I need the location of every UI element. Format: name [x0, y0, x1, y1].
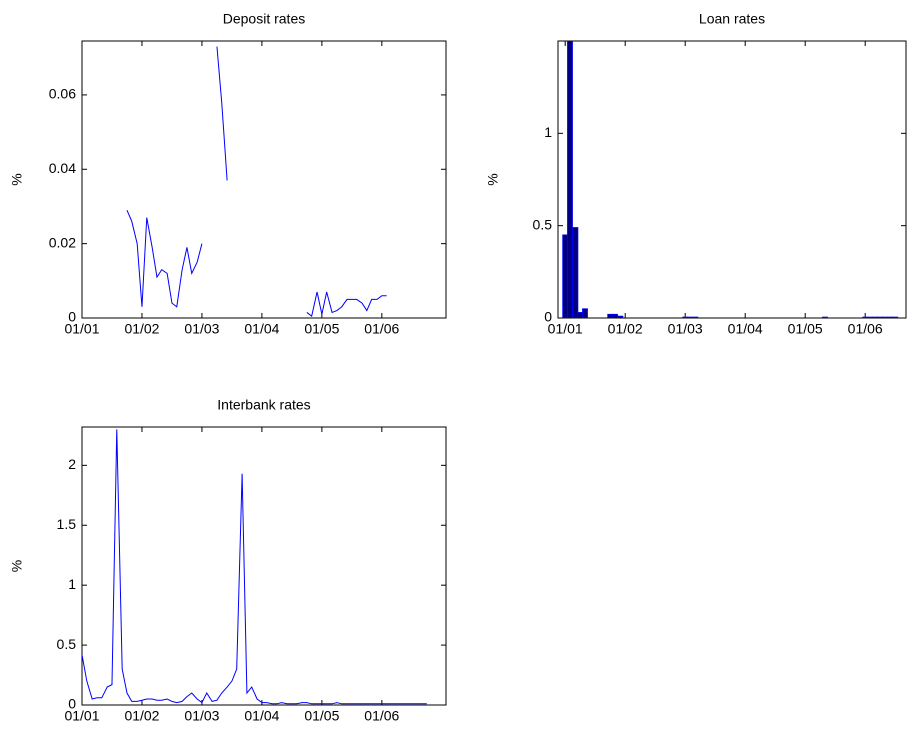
x-tick-label: 01/05	[788, 321, 823, 337]
bar	[607, 313, 614, 318]
x-tick-label: 01/06	[364, 708, 399, 724]
y-tick-label: 0	[68, 696, 76, 712]
plot-area	[557, 40, 907, 319]
bar	[617, 315, 624, 318]
plot-content	[562, 41, 899, 318]
subplot: Interbank rates% 0 0.5 1 1.5 2 01/01 01/02 01/03…	[9, 397, 447, 724]
bar	[572, 227, 579, 318]
x-tick-label: 01/02	[124, 708, 159, 724]
plot-area	[81, 426, 447, 706]
bar	[822, 316, 828, 318]
bar	[612, 313, 618, 318]
bar	[872, 316, 879, 318]
bar	[877, 316, 884, 318]
x-tick-label: 01/05	[304, 321, 339, 337]
y-axis-label: %	[9, 173, 25, 185]
plot-area	[81, 40, 447, 319]
x-tick-label: 01/06	[364, 321, 399, 337]
data-line	[82, 429, 427, 705]
bar	[882, 316, 888, 318]
y-tick-label: 0.02	[49, 234, 76, 250]
y-tick-label: 0	[68, 309, 76, 325]
subplot: Loan rates% 0 0.5 1 01/01 01/02 01/03 01/04 01/0…	[485, 11, 907, 337]
y-tick-label: 0	[544, 309, 552, 325]
bar	[692, 316, 699, 318]
data-line	[126, 46, 387, 318]
bar	[682, 316, 689, 318]
x-tick-label: 01/03	[668, 321, 703, 337]
bar	[867, 316, 873, 318]
bar	[862, 316, 869, 318]
y-tick-label: 0.5	[57, 636, 77, 652]
bar	[582, 308, 588, 318]
bar	[562, 234, 569, 318]
x-tick-label: 01/06	[848, 321, 883, 337]
chart-title: Deposit rates	[223, 11, 305, 27]
y-tick-label: 2	[68, 456, 76, 472]
x-tick-label: 01/03	[184, 321, 219, 337]
y-tick-label: 1	[68, 576, 76, 592]
x-tick-label: 01/02	[608, 321, 643, 337]
subplot: Deposit rates% 0 0.02 0.04 0.06 01/01 01/02 01/…	[9, 11, 447, 337]
bar	[687, 316, 693, 318]
plot-content	[82, 429, 427, 705]
y-tick-label: 1.5	[57, 516, 77, 532]
x-tick-label: 01/04	[244, 321, 279, 337]
bar	[892, 316, 899, 318]
y-tick-label: 1	[544, 124, 552, 140]
y-tick-label: 0.04	[49, 160, 76, 176]
y-axis-label: %	[485, 173, 501, 185]
chart-title: Loan rates	[699, 11, 765, 27]
x-tick-label: 01/05	[304, 708, 339, 724]
bar	[577, 312, 584, 318]
y-axis-label: %	[9, 560, 25, 572]
chart-title: Interbank rates	[217, 397, 310, 413]
x-tick-label: 01/03	[184, 708, 219, 724]
x-tick-label: 01/04	[244, 708, 279, 724]
plot-content	[126, 46, 387, 318]
y-tick-label: 0.5	[533, 216, 553, 232]
bar	[887, 316, 894, 318]
x-tick-label: 01/04	[728, 321, 763, 337]
x-tick-label: 01/01	[548, 321, 583, 337]
y-tick-label: 0.06	[49, 86, 76, 102]
bar	[567, 41, 573, 318]
x-tick-label: 01/01	[64, 321, 99, 337]
x-tick-label: 01/01	[64, 708, 99, 724]
x-tick-label: 01/02	[124, 321, 159, 337]
